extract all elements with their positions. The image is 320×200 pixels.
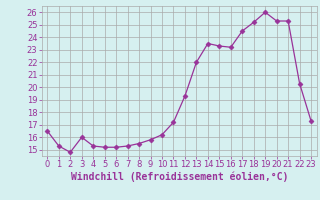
X-axis label: Windchill (Refroidissement éolien,°C): Windchill (Refroidissement éolien,°C) bbox=[70, 172, 288, 182]
